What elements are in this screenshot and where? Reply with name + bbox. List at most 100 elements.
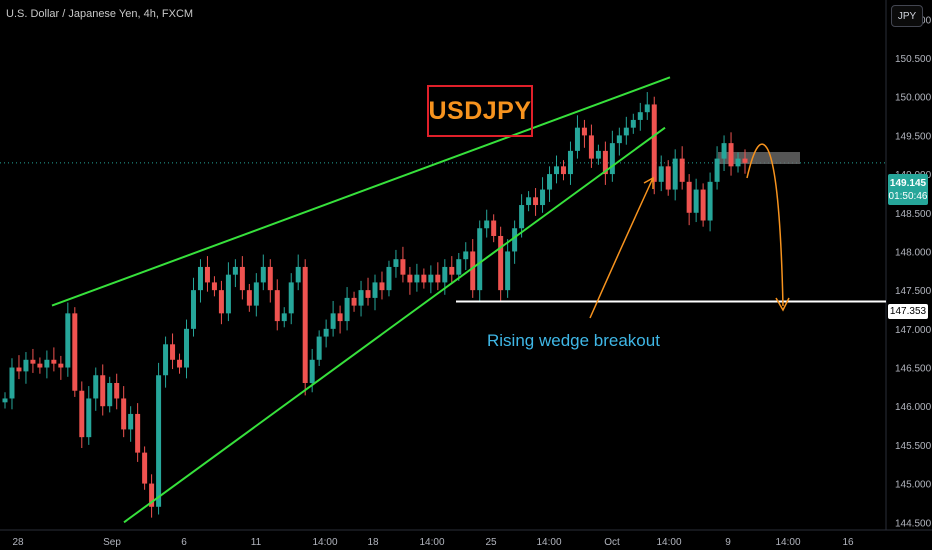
time-tick-label: 14:00 bbox=[312, 537, 337, 548]
candle-body bbox=[121, 398, 127, 430]
candle-body bbox=[735, 158, 741, 167]
candle-body bbox=[728, 143, 734, 167]
price-tick-label: 146.500 bbox=[895, 364, 932, 375]
candle-body bbox=[23, 359, 29, 372]
candle-body bbox=[365, 290, 371, 298]
time-tick-label: 14:00 bbox=[656, 537, 681, 548]
candle-body bbox=[463, 251, 469, 260]
candle-body bbox=[114, 382, 120, 399]
candle-body bbox=[218, 290, 224, 314]
candle-body bbox=[442, 266, 448, 283]
candle-body bbox=[470, 251, 476, 291]
time-tick-label: Oct bbox=[604, 537, 620, 548]
candle-body bbox=[372, 282, 378, 298]
candle-body bbox=[547, 174, 553, 190]
candle-body bbox=[658, 166, 664, 182]
candle-body bbox=[533, 197, 539, 206]
currency-button[interactable]: JPY bbox=[891, 5, 923, 27]
projection-arrow bbox=[746, 143, 784, 307]
candle-body bbox=[316, 336, 322, 360]
candle-body bbox=[288, 282, 294, 314]
candle-body bbox=[588, 135, 594, 159]
time-tick-label: 16 bbox=[842, 537, 854, 548]
candle-body bbox=[421, 274, 427, 283]
candle-body bbox=[337, 313, 343, 322]
candle-body bbox=[93, 375, 99, 399]
title-box: USDJPY bbox=[427, 85, 533, 137]
candle-body bbox=[554, 166, 560, 175]
candle-body bbox=[330, 313, 336, 329]
candle-body bbox=[58, 363, 64, 368]
candle-body bbox=[44, 359, 50, 368]
symbol-info: U.S. Dollar / Japanese Yen, 4h, FXCM bbox=[6, 8, 194, 20]
price-tick-label: 146.000 bbox=[895, 402, 932, 413]
price-tick-label: 150.500 bbox=[895, 54, 932, 65]
time-tick-label: 14:00 bbox=[536, 537, 561, 548]
candle-body bbox=[707, 181, 713, 221]
candle-body bbox=[400, 259, 406, 275]
candle-body bbox=[274, 290, 280, 322]
price-axis[interactable]: 151.000150.500150.000149.500149.000148.5… bbox=[895, 15, 932, 529]
candle-body bbox=[309, 359, 315, 383]
candle-body bbox=[302, 266, 308, 383]
wedge-upper-line[interactable] bbox=[51, 76, 671, 307]
candle-body bbox=[211, 282, 217, 291]
candle-body bbox=[540, 189, 546, 206]
price-tick-label: 147.500 bbox=[895, 286, 932, 297]
candle-body bbox=[177, 359, 183, 368]
candle-body bbox=[246, 290, 252, 306]
candle-body bbox=[630, 119, 636, 128]
candle-body bbox=[414, 274, 420, 283]
price-tick-label: 150.000 bbox=[895, 93, 932, 104]
candle-body bbox=[142, 452, 148, 484]
candle-body bbox=[135, 413, 141, 453]
candle-body bbox=[344, 297, 350, 322]
time-tick-label: 14:00 bbox=[775, 537, 800, 548]
candle-body bbox=[574, 127, 580, 151]
candle-body bbox=[651, 104, 657, 182]
price-tick-label: 147.000 bbox=[895, 325, 932, 336]
time-tick-label: 25 bbox=[485, 537, 497, 548]
candle-body bbox=[323, 328, 329, 337]
price-tick-label: 148.000 bbox=[895, 247, 932, 258]
price-tick-label: 145.000 bbox=[895, 480, 932, 491]
candle-body bbox=[379, 282, 385, 291]
candle-body bbox=[519, 205, 525, 229]
candle-body bbox=[512, 228, 518, 252]
candle-body bbox=[602, 150, 608, 175]
candle-body bbox=[86, 398, 92, 438]
candle-body bbox=[149, 483, 155, 507]
candle-body bbox=[477, 228, 483, 291]
candle-body bbox=[637, 112, 643, 120]
candle-body bbox=[526, 197, 532, 206]
candle-body bbox=[253, 282, 259, 306]
candle-body bbox=[491, 220, 497, 236]
candle-body bbox=[197, 266, 203, 291]
candle-body bbox=[170, 344, 176, 360]
candle-body bbox=[456, 259, 462, 275]
candle-body bbox=[107, 382, 113, 407]
candle-body bbox=[30, 359, 36, 364]
candle-body bbox=[100, 375, 106, 407]
wedge-lower-line[interactable] bbox=[123, 126, 666, 524]
time-tick-label: 9 bbox=[725, 537, 731, 548]
support-price-tag: 147.353 bbox=[888, 304, 928, 319]
candle-body bbox=[609, 143, 615, 175]
time-tick-label: 18 bbox=[367, 537, 379, 548]
bar-countdown: 01:50:46 bbox=[888, 190, 928, 202]
time-tick-label: 11 bbox=[251, 537, 262, 548]
candle-body bbox=[560, 166, 566, 175]
candle-body bbox=[51, 359, 57, 364]
candle-body bbox=[505, 251, 511, 291]
candle-body bbox=[742, 158, 748, 163]
candle-body bbox=[679, 158, 685, 182]
candle-body bbox=[156, 375, 162, 507]
candle-body bbox=[700, 189, 706, 221]
candle-body bbox=[190, 290, 196, 329]
candle-body bbox=[623, 127, 629, 136]
last-price-value: 149.145 bbox=[889, 177, 927, 189]
time-axis[interactable]: 28 Sep 6 11 14:00 18 14:00 25 14:00 Oct 14:00 9 14:0… bbox=[12, 537, 854, 548]
candle-body bbox=[163, 344, 169, 376]
candle-body bbox=[37, 363, 43, 368]
